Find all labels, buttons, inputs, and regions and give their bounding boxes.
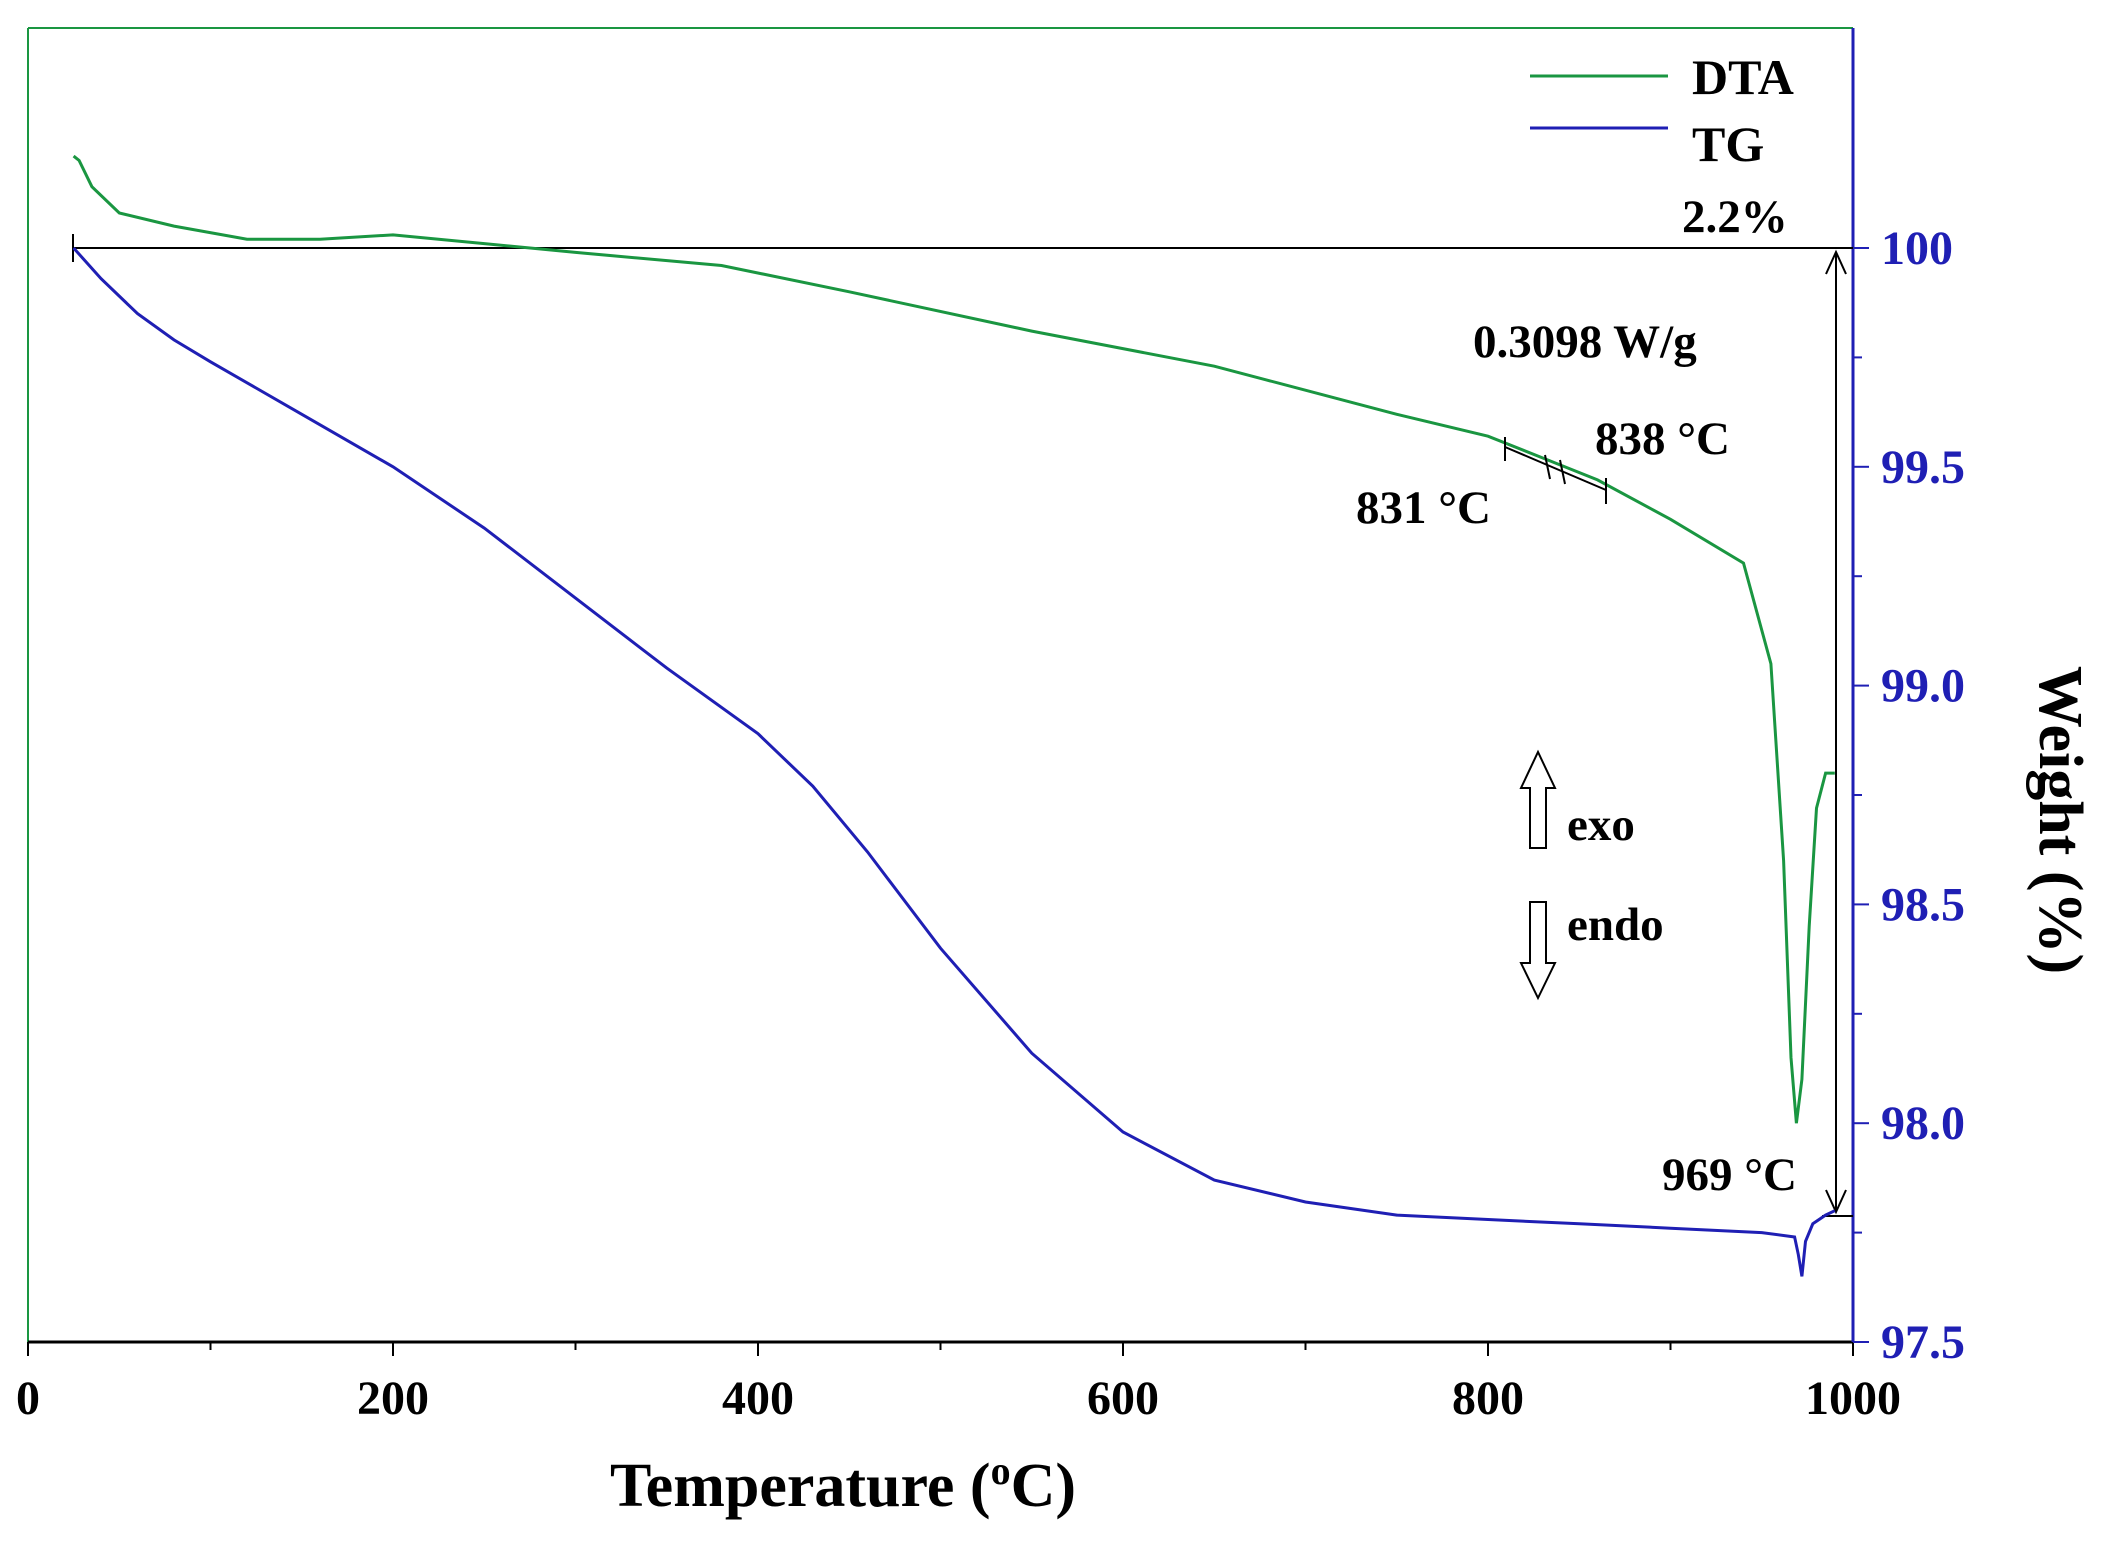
series-line-dta bbox=[72, 154, 1835, 1124]
endo-arrow-icon bbox=[1519, 901, 1557, 1001]
y-right-tick-label-5: 100 bbox=[1881, 222, 1953, 275]
x-axis-title: Temperature (oC) bbox=[610, 1448, 1076, 1520]
annotation-onset-high: 838 °C bbox=[1595, 413, 1730, 465]
x-tick-label-400: 400 bbox=[722, 1372, 794, 1425]
x-axis-title-main: Temperature ( bbox=[610, 1452, 991, 1520]
annotation-onset-low: 831 °C bbox=[1356, 482, 1491, 534]
exo-arrow-icon bbox=[1519, 749, 1557, 849]
onset-tick-a bbox=[1544, 454, 1551, 480]
y-right-tick-label-1: 98.0 bbox=[1881, 1097, 1965, 1150]
y-axis-title-right: Weight (%) bbox=[2026, 666, 2094, 974]
endo-label: endo bbox=[1567, 899, 1664, 951]
y-right-tick-label-3: 99.0 bbox=[1881, 660, 1965, 713]
mass-loss-arrowhead-bottom bbox=[1825, 1189, 1847, 1215]
legend-dta-label: DTA bbox=[1692, 49, 1794, 105]
x-tick-label-200: 200 bbox=[357, 1372, 429, 1425]
onset-tick-b bbox=[1559, 459, 1566, 485]
annotation-mass-loss: 2.2% bbox=[1682, 191, 1788, 243]
onset-tangent-line bbox=[1504, 446, 1607, 491]
x-tick-label-1000: 1000 bbox=[1805, 1372, 1901, 1425]
x-axis-title-superscript: o bbox=[991, 1448, 1011, 1493]
series-line-tg bbox=[72, 246, 1836, 1277]
y-right-tick-label-2: 98.5 bbox=[1881, 878, 1965, 931]
annotation-peak: 969 °C bbox=[1662, 1149, 1797, 1201]
y-right-tick-label-4: 99.5 bbox=[1881, 441, 1965, 494]
x-axis-title-tail: C) bbox=[1011, 1452, 1076, 1520]
legend-tg-label: TG bbox=[1692, 116, 1764, 172]
mass-loss-arrowhead-top bbox=[1825, 249, 1847, 275]
y-right-tick-label-0: 97.5 bbox=[1881, 1316, 1965, 1369]
annotation-heat-flow: 0.3098 W/g bbox=[1473, 316, 1697, 368]
exo-label: exo bbox=[1567, 799, 1635, 851]
x-tick-label-600: 600 bbox=[1087, 1372, 1159, 1425]
x-tick-label-0: 0 bbox=[16, 1372, 40, 1425]
x-tick-label-800: 800 bbox=[1452, 1372, 1524, 1425]
